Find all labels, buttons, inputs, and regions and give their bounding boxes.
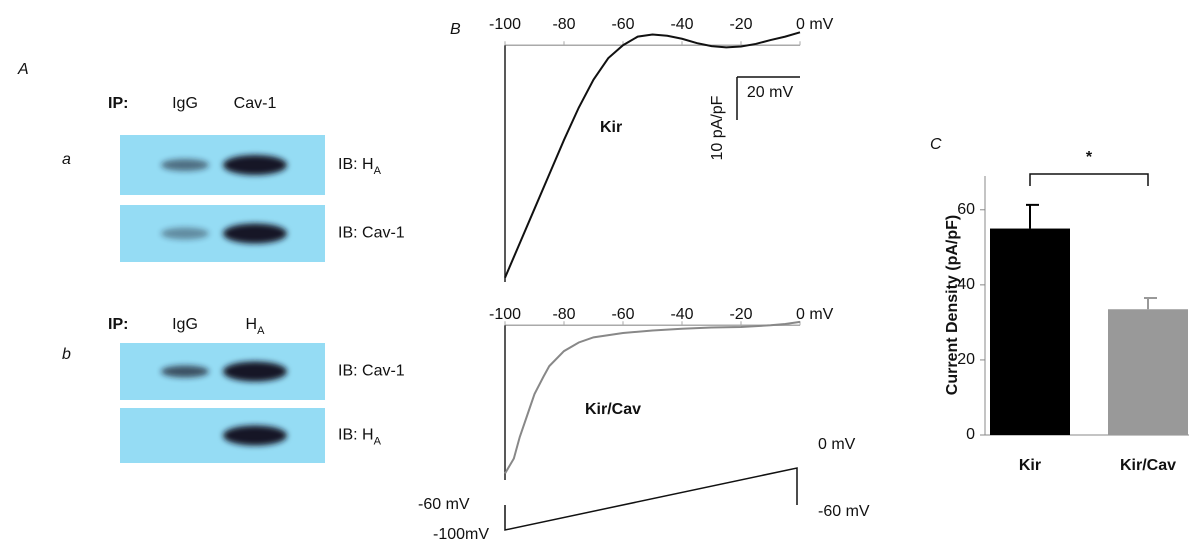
ib-label-sub: A — [374, 165, 382, 177]
trace-label: Kir/Cav — [585, 401, 641, 418]
significance-bracket — [1030, 174, 1148, 186]
band — [223, 362, 287, 382]
x-tick-label: Kir — [1019, 457, 1041, 474]
trace — [505, 32, 800, 277]
scale-label: 20 mV — [747, 84, 794, 101]
lane-label: IgG — [172, 95, 198, 112]
lane-label-main: IgG — [172, 316, 198, 333]
x-tick-label: 0 mV — [796, 306, 834, 323]
x-tick-label: -100 — [489, 306, 521, 323]
blot — [120, 205, 325, 262]
x-tick-label: -40 — [670, 306, 693, 323]
ib-label: IB: Cav-1 — [338, 225, 405, 242]
ib-label-main: IB: H — [338, 156, 374, 173]
band — [161, 159, 209, 171]
ib-label-main: IB: H — [338, 427, 374, 444]
lane-label-main: Cav-1 — [234, 95, 277, 112]
trace-label: Kir — [600, 119, 622, 136]
bar — [990, 229, 1070, 435]
lane-label: IgG — [172, 316, 198, 333]
ip-label: IP: — [108, 316, 128, 333]
x-tick-label: 0 mV — [796, 16, 834, 33]
band — [223, 224, 287, 244]
band — [161, 366, 209, 378]
x-tick-label: -80 — [552, 16, 575, 33]
ip-label: IP: — [108, 95, 128, 112]
x-tick-label: -60 — [611, 306, 634, 323]
y-tick-label: 0 — [966, 426, 975, 443]
band — [223, 155, 287, 175]
x-tick-label: -80 — [552, 306, 575, 323]
y-axis-label: Current Density (pA/pF) — [944, 215, 961, 395]
protocol-label: 0 mV — [818, 436, 856, 453]
x-tick-label: -20 — [729, 16, 752, 33]
x-tick-label: -40 — [670, 16, 693, 33]
protocol-trace — [505, 468, 797, 530]
error-bar — [1026, 205, 1039, 229]
scale-label: 10 pA/pF — [709, 95, 726, 160]
panel-label: B — [450, 21, 461, 38]
bar — [1108, 309, 1188, 435]
blot — [120, 343, 325, 400]
ib-label: IB: HA — [338, 156, 382, 177]
blot-tag: b — [62, 346, 71, 363]
blot — [120, 135, 325, 195]
ib-label-sub: A — [374, 435, 382, 447]
panel-label: C — [930, 136, 942, 153]
protocol-label: -60 mV — [818, 503, 870, 520]
figure: ABCaIP:IgGCav-1IB: HAIB: Cav-1bIP:IgGHAI… — [0, 0, 1189, 542]
protocol-label: -100mV — [433, 526, 489, 542]
panel-label: A — [17, 61, 29, 78]
blot-tag: a — [62, 151, 71, 168]
protocol-label: -60 mV — [418, 496, 470, 513]
blot — [120, 408, 325, 463]
x-tick-label: -20 — [729, 306, 752, 323]
lane-label-main: H — [246, 316, 258, 333]
ib-label: IB: Cav-1 — [338, 363, 405, 380]
band — [223, 426, 287, 446]
x-tick-label: -60 — [611, 16, 634, 33]
error-bar — [1144, 298, 1157, 309]
ib-label-main: IB: Cav-1 — [338, 225, 405, 242]
x-tick-label: Kir/Cav — [1120, 457, 1176, 474]
lane-label: Cav-1 — [234, 95, 277, 112]
trace — [505, 322, 800, 474]
annotation: * — [1086, 149, 1093, 166]
lane-label: HA — [246, 316, 266, 337]
band — [161, 228, 209, 240]
x-tick-label: -100 — [489, 16, 521, 33]
ib-label: IB: HA — [338, 427, 382, 448]
lane-label-main: IgG — [172, 95, 198, 112]
lane-label-sub: A — [257, 325, 265, 337]
ib-label-main: IB: Cav-1 — [338, 363, 405, 380]
